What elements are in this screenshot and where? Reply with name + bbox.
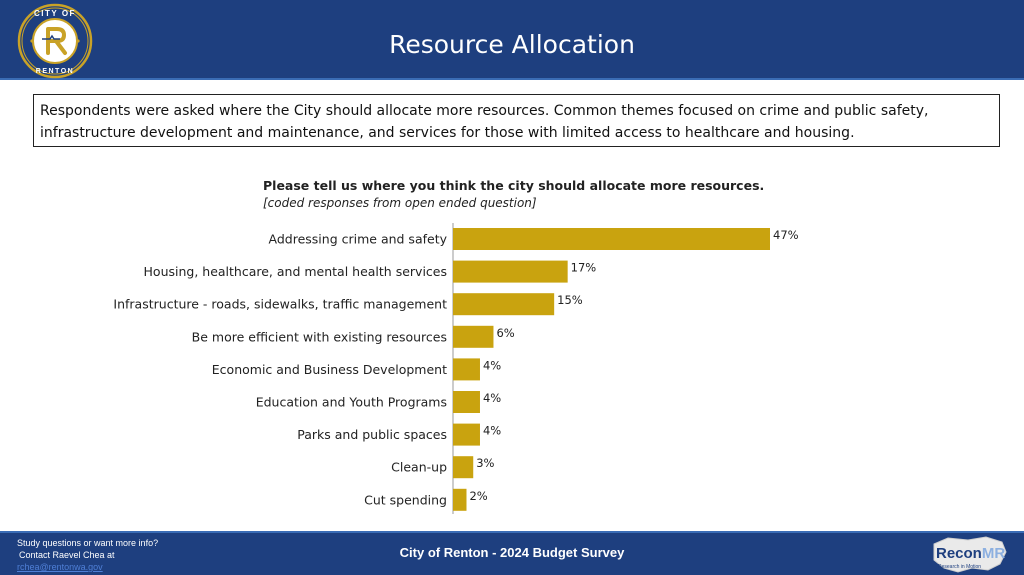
value-label: 2%	[469, 489, 487, 503]
chart-area: Please tell us where you think the city …	[0, 168, 1024, 518]
chart-title: Please tell us where you think the city …	[263, 178, 764, 193]
category-label: Addressing crime and safety	[269, 232, 448, 247]
brand-tagline: Research in Motion	[938, 564, 981, 570]
bar	[453, 260, 568, 283]
value-label: 15%	[557, 293, 583, 307]
value-label: 17%	[571, 261, 597, 275]
bar	[453, 456, 474, 479]
category-label: Cut spending	[364, 492, 447, 507]
svg-text:ReconMR: ReconMR	[936, 545, 1005, 562]
contact-line-2: Contact Raevel Chea at	[19, 550, 115, 560]
bar	[453, 228, 770, 250]
bar	[453, 293, 555, 316]
category-label: Clean-up	[391, 460, 447, 475]
value-label: 47%	[773, 228, 799, 242]
category-label: Economic and Business Development	[212, 362, 447, 377]
contact-email-link[interactable]: rchea@rentonwa.gov	[17, 562, 103, 572]
value-label: 6%	[496, 326, 514, 340]
summary-text: Respondents were asked where the City sh…	[33, 94, 1000, 147]
value-label: 4%	[483, 391, 501, 405]
category-label: Education and Youth Programs	[256, 395, 447, 410]
city-seal-icon: CITY OF RENTON	[17, 3, 93, 79]
contact-info: Study questions or want more info? Conta…	[17, 537, 158, 573]
bar	[453, 358, 480, 381]
recon-mr-logo-icon: ReconMR Research in Motion	[933, 536, 1007, 573]
seal-bottom-text: RENTON	[36, 68, 74, 75]
brand-accent: MR	[982, 545, 1005, 562]
page-title: Resource Allocation	[389, 30, 635, 59]
bar	[453, 391, 480, 413]
category-label: Parks and public spaces	[297, 427, 447, 442]
value-label: 4%	[483, 358, 501, 372]
bar	[453, 325, 494, 348]
category-label: Be more efficient with existing resource…	[192, 329, 447, 344]
category-label: Housing, healthcare, and mental health s…	[144, 264, 447, 279]
chart-subtitle: [coded responses from open ended questio…	[263, 196, 537, 210]
footer-bar: Study questions or want more info? Conta…	[0, 531, 1024, 575]
bar	[453, 423, 480, 446]
bar-chart: Please tell us where you think the city …	[113, 178, 799, 514]
contact-line-1: Study questions or want more info?	[17, 538, 159, 548]
survey-title: City of Renton - 2024 Budget Survey	[399, 545, 625, 560]
seal-top-text: CITY OF	[34, 9, 76, 18]
brand-name: Recon	[936, 545, 982, 562]
value-label: 3%	[476, 456, 494, 470]
bar	[453, 488, 467, 511]
value-label: 4%	[483, 424, 501, 438]
category-label: Infrastructure - roads, sidewalks, traff…	[113, 297, 447, 312]
header-bar: CITY OF RENTON Resource Allocation	[0, 0, 1024, 80]
